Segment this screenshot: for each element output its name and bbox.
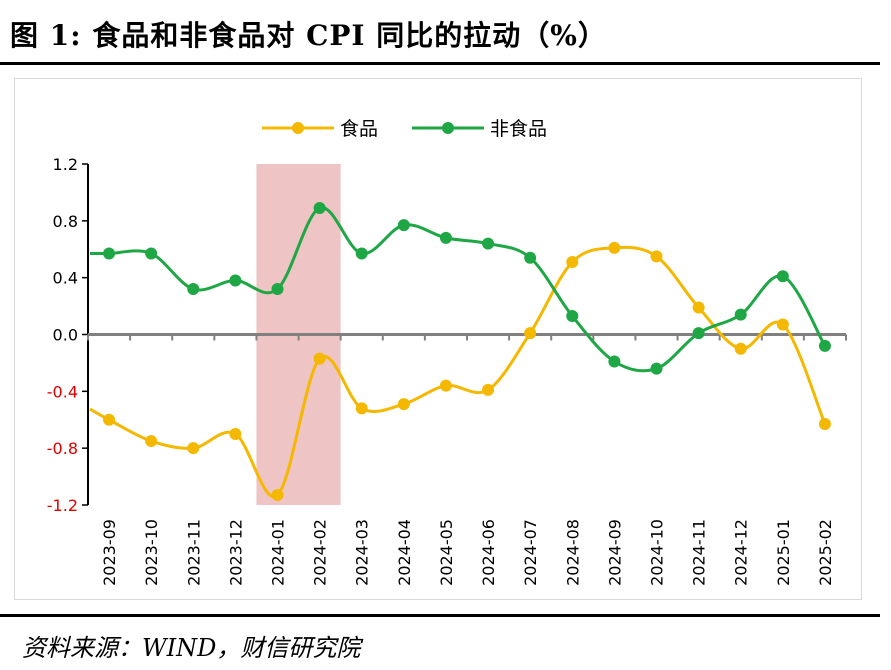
x-tick-label: 2024-10: [648, 519, 667, 586]
y-tick-label: 0.8: [53, 212, 78, 231]
data-point-nonfood: [482, 237, 495, 250]
data-point-food: [524, 327, 537, 340]
data-point-nonfood: [608, 355, 621, 368]
data-point-food: [566, 256, 579, 269]
x-tick-label: 2023-10: [142, 519, 161, 586]
x-tick-label: 2024-03: [353, 519, 372, 586]
data-point-nonfood: [145, 247, 158, 260]
data-point-nonfood: [692, 327, 705, 340]
legend-swatch-marker-nonfood: [442, 122, 454, 134]
data-point-nonfood: [818, 339, 831, 352]
legend-label-nonfood: 非食品: [490, 118, 547, 140]
data-point-food: [692, 301, 705, 314]
x-tick-label: 2023-12: [226, 519, 245, 586]
data-point-nonfood: [524, 251, 537, 264]
source-rule: [0, 614, 880, 617]
data-point-nonfood: [355, 247, 368, 260]
x-tick-label: 2024-02: [311, 519, 330, 586]
data-point-food: [187, 442, 200, 455]
source-note: 资料来源：WIND，财信研究院: [22, 634, 361, 662]
data-point-nonfood: [650, 362, 663, 375]
data-point-food: [313, 352, 326, 365]
data-point-food: [734, 342, 747, 355]
data-point-food: [776, 318, 789, 331]
data-point-nonfood: [271, 283, 284, 296]
data-point-nonfood: [566, 310, 579, 323]
x-tick-label: 2024-11: [690, 519, 709, 586]
data-point-nonfood: [103, 247, 116, 260]
x-tick-label: 2024-12: [732, 519, 751, 586]
legend-swatch-marker-food: [292, 122, 304, 134]
x-tick-label: 2023-11: [184, 519, 203, 586]
x-tick-label: 2024-05: [437, 519, 456, 586]
x-tick-label: 2024-08: [563, 519, 582, 586]
y-tick-label: -0.8: [47, 439, 78, 458]
y-tick-label: -0.4: [47, 382, 78, 401]
x-tick-label: 2024-07: [521, 519, 540, 586]
y-tick-label: 0.0: [53, 326, 78, 345]
figure-title: 图 1: 食品和非食品对 CPI 同比的拉动（%）: [10, 19, 607, 52]
x-tick-label: 2023-09: [100, 519, 119, 586]
x-tick-label: 2024-06: [479, 519, 498, 586]
series-line-nonfood: [90, 206, 827, 373]
data-point-food: [355, 402, 368, 415]
data-point-food: [482, 383, 495, 396]
legend-label-food: 食品: [340, 118, 378, 140]
x-tick-label: 2024-09: [605, 519, 624, 586]
y-tick-label: 1.2: [53, 155, 78, 174]
data-point-food: [103, 413, 116, 426]
data-point-food: [818, 418, 831, 431]
data-point-food: [145, 435, 158, 448]
data-point-nonfood: [776, 270, 789, 283]
data-point-food: [271, 489, 284, 502]
x-tick-label: 2024-04: [395, 519, 414, 586]
x-tick-label: 2025-01: [774, 519, 793, 586]
series-line-food: [89, 245, 827, 499]
x-tick-label: 2024-01: [269, 519, 288, 586]
x-tick-label: 2025-02: [816, 519, 835, 586]
data-point-nonfood: [229, 274, 242, 287]
data-point-nonfood: [313, 202, 326, 215]
chart-frame: [14, 78, 862, 600]
data-point-food: [608, 241, 621, 254]
data-point-food: [650, 250, 663, 263]
data-point-food: [439, 379, 452, 392]
data-point-nonfood: [439, 231, 452, 244]
y-tick-label: 0.4: [53, 269, 78, 288]
data-point-food: [397, 398, 410, 411]
title-rule: [0, 62, 880, 65]
data-point-nonfood: [187, 283, 200, 296]
data-point-nonfood: [734, 308, 747, 321]
data-point-food: [229, 427, 242, 440]
y-tick-label: -1.2: [47, 496, 78, 515]
data-point-nonfood: [397, 219, 410, 232]
